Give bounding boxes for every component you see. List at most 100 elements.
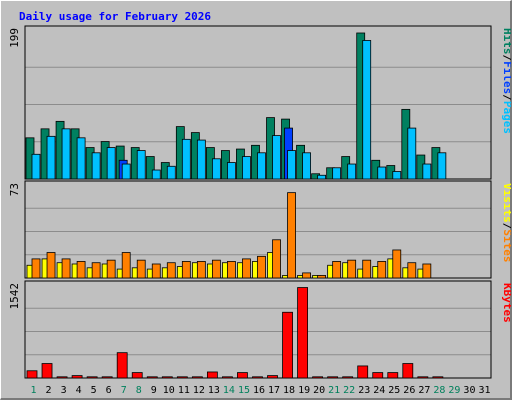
day-label-12: 12 <box>193 385 205 396</box>
day-label-18: 18 <box>283 385 295 396</box>
day-label-24: 24 <box>373 385 385 396</box>
day-label-14: 14 <box>223 385 235 396</box>
legend-entry-visits: Visits <box>501 183 511 223</box>
hits-panel-pages-bar <box>422 163 432 180</box>
day-label-13: 13 <box>208 385 220 396</box>
legend-entry-hits: Hits <box>501 28 511 55</box>
day-label-15: 15 <box>238 385 250 396</box>
visits-panel-sites-bar <box>151 263 161 279</box>
hits-panel-pages-bar <box>46 135 56 180</box>
hits-panel-pages-bar <box>166 165 176 180</box>
kbytes-panel-kbytes-bar <box>327 376 339 379</box>
hits-panel-legend: Hits/Files/Pages <box>501 28 511 134</box>
kbytes-panel-kbytes-bar <box>237 372 248 379</box>
visits-panel-sites-bar <box>242 258 251 279</box>
day-label-2: 2 <box>46 385 52 396</box>
hits-panel-pages-bar <box>362 40 372 180</box>
visits-panel-legend: Visits/Sites <box>501 183 511 263</box>
visits-panel-sites-bar <box>422 263 432 279</box>
hits-panel-pages-bar <box>136 150 146 180</box>
day-label-10: 10 <box>163 385 175 396</box>
kbytes-panel-kbytes-bar <box>357 365 369 379</box>
day-label-11: 11 <box>178 385 190 396</box>
visits-panel-max-label: 73 <box>8 183 21 196</box>
hits-panel-pages-bar <box>121 163 131 180</box>
kbytes-panel-kbytes-bar <box>342 376 354 379</box>
hits-panel-pages-bar <box>272 135 281 180</box>
day-label-26: 26 <box>403 385 415 396</box>
day-label-6: 6 <box>106 385 112 396</box>
hits-panel-pages-bar <box>106 147 116 180</box>
kbytes-panel-kbytes-bar <box>206 371 218 379</box>
kbytes-panel-kbytes-bar <box>101 376 113 379</box>
day-label-28: 28 <box>433 385 445 396</box>
visits-panel-sites-bar <box>106 259 116 279</box>
day-label-31: 31 <box>478 385 490 396</box>
day-label-7: 7 <box>121 385 127 396</box>
hits-panel-pages-bar <box>347 163 357 180</box>
day-label-4: 4 <box>76 385 82 396</box>
visits-panel-sites-bar <box>46 252 56 279</box>
visits-panel-sites-bar <box>272 239 281 279</box>
kbytes-panel-max-label: 1542 <box>8 283 21 310</box>
hits-panel-pages-bar <box>332 167 342 180</box>
day-label-22: 22 <box>343 385 355 396</box>
hits-panel-pages-bar <box>287 150 296 180</box>
kbytes-panel-kbytes-bar <box>116 352 128 379</box>
kbytes-panel-kbytes-bar <box>417 376 429 379</box>
legend-entry-sites: Sites <box>501 229 511 262</box>
hits-panel-pages-bar <box>61 128 71 180</box>
visits-panel-sites-bar <box>287 192 296 279</box>
kbytes-panel-kbytes-bar <box>146 376 158 379</box>
hits-panel-pages-bar <box>302 152 311 180</box>
visits-panel-sites-bar <box>257 255 266 279</box>
visits-panel-sites-bar <box>181 261 191 279</box>
day-label-20: 20 <box>313 385 325 396</box>
visits-panel-sites-bar <box>121 252 131 279</box>
kbytes-panel-kbytes-bar <box>252 376 263 379</box>
chart-title: Daily usage for February 2026 <box>19 10 211 23</box>
kbytes-panel-kbytes-bar <box>372 372 384 379</box>
visits-panel-sites-bar <box>136 259 146 279</box>
visits-panel-sites-bar <box>196 261 206 279</box>
legend-entry-kbytes: KBytes <box>501 283 511 323</box>
kbytes-panel-area <box>25 281 491 378</box>
hits-panel-pages-bar <box>407 127 417 180</box>
visits-panel-sites-bar <box>392 249 402 279</box>
hits-panel-pages-bar <box>242 156 251 180</box>
legend-entry-files: Files <box>501 61 511 94</box>
kbytes-panel-kbytes-bar <box>161 376 173 379</box>
day-label-25: 25 <box>388 385 400 396</box>
visits-panel-sites-bar <box>227 261 236 279</box>
hits-panel-pages-bar <box>227 162 236 180</box>
legend-separator: / <box>501 223 511 230</box>
day-label-5: 5 <box>91 385 97 396</box>
hits-panel-pages-bar <box>317 174 327 180</box>
kbytes-panel-kbytes-bar <box>222 376 233 379</box>
hits-panel-pages-bar <box>437 152 447 180</box>
kbytes-panel-kbytes-bar <box>312 376 324 379</box>
hits-panel-pages-bar <box>31 153 41 180</box>
day-label-27: 27 <box>418 385 430 396</box>
hits-panel-max-label: 199 <box>8 28 21 48</box>
kbytes-panel-kbytes-bar <box>41 363 53 379</box>
hits-panel-pages-bar <box>257 152 266 180</box>
day-label-17: 17 <box>268 385 280 396</box>
kbytes-panel-kbytes-bar <box>297 287 308 379</box>
kbytes-panel-legend: KBytes <box>501 283 511 323</box>
visits-panel-sites-bar <box>317 275 327 279</box>
visits-panel-sites-bar <box>377 261 387 279</box>
hits-panel-pages-bar <box>91 152 101 180</box>
kbytes-panel-kbytes-bar <box>86 376 98 379</box>
day-label-1: 1 <box>31 385 37 396</box>
hits-panel-hits-bar <box>145 156 155 180</box>
visits-panel-sites-bar <box>91 262 101 279</box>
legend-separator: / <box>501 55 511 62</box>
legend-entry-pages: Pages <box>501 101 511 134</box>
kbytes-panel-kbytes-bar <box>402 363 414 379</box>
kbytes-panel-kbytes-bar <box>71 375 83 379</box>
kbytes-panel-kbytes-bar <box>282 311 293 379</box>
kbytes-panel-kbytes-bar <box>131 372 143 379</box>
